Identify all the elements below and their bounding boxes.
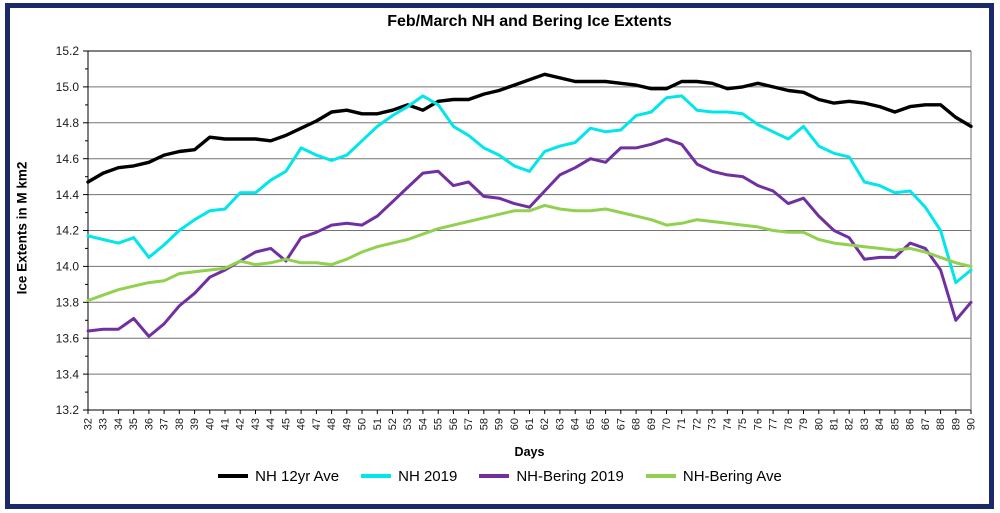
x-tick-label: 52 [387, 418, 399, 430]
x-tick-label: 56 [448, 418, 460, 430]
x-tick-label: 81 [829, 418, 841, 430]
y-tick-label: 13.8 [56, 296, 80, 310]
series-line-nh-12yr-ave [86, 72, 973, 184]
chart-title: Feb/March NH and Bering Ice Extents [387, 13, 672, 30]
x-tick-label: 90 [966, 418, 978, 430]
x-tick-label: 65 [585, 418, 597, 430]
x-tick-label: 85 [889, 418, 901, 430]
x-tick-label: 43 [250, 418, 262, 430]
legend-label: NH 2019 [398, 467, 458, 485]
x-axis-title: Days [514, 445, 545, 459]
x-tick-label: 46 [296, 418, 308, 430]
x-tick-label: 42 [235, 418, 247, 430]
y-tick-label: 13.4 [56, 367, 80, 381]
x-tick-label: 38 [174, 418, 186, 430]
x-tick-label: 80 [813, 418, 825, 430]
x-tick-label: 60 [509, 418, 521, 430]
legend-item-nh-bering-ave: NH-Bering Ave [645, 467, 782, 485]
x-tick-label: 48 [326, 418, 338, 430]
y-tick-label: 15.0 [56, 80, 80, 94]
series-line-nh-bering-ave [86, 203, 973, 302]
x-tick-label: 68 [631, 418, 643, 430]
x-tick-label: 40 [204, 418, 216, 430]
x-tick-label: 88 [935, 418, 947, 430]
y-tick-label: 14.2 [56, 224, 80, 238]
legend-swatch-nh-2019 [361, 474, 392, 478]
x-tick-label: 87 [920, 418, 932, 430]
series-line-nh-2019 [86, 94, 973, 285]
x-tick-label: 66 [600, 418, 612, 430]
x-tick-label: 62 [539, 418, 551, 430]
x-tick-label: 50 [357, 418, 369, 430]
legend: NH 12yr Ave NH 2019 NH-Bering 2019 NH-Be… [0, 461, 1000, 491]
x-tick-label: 83 [859, 418, 871, 430]
y-tick-label: 14.8 [56, 116, 80, 130]
x-tick-label: 69 [646, 418, 658, 430]
x-tick-label: 63 [554, 418, 566, 430]
x-tick-label: 82 [844, 418, 856, 430]
y-tick-label: 15.2 [56, 44, 80, 58]
x-tick-label: 84 [874, 418, 886, 430]
x-tick-label: 70 [661, 418, 673, 430]
x-tick-label: 58 [478, 418, 490, 430]
x-tick-label: 61 [524, 418, 536, 430]
legend-item-nh-2019: NH 2019 [361, 468, 457, 485]
legend-label: NH-Bering 2019 [516, 467, 624, 485]
x-tick-label: 73 [707, 418, 719, 430]
x-tick-label: 72 [692, 418, 704, 430]
x-tick-label: 34 [113, 418, 125, 430]
legend-swatch-nh-bering-2019 [479, 474, 510, 478]
x-tick-label: 33 [98, 418, 110, 430]
x-tick-label: 74 [722, 418, 734, 430]
y-tick-label: 14.0 [56, 260, 80, 274]
x-tick-label: 76 [752, 418, 764, 430]
legend-swatch-nh-bering-ave [645, 474, 676, 478]
legend-item-nh-bering-2019: NH-Bering 2019 [479, 468, 624, 485]
x-tick-label: 39 [189, 418, 201, 430]
x-tick-label: 54 [417, 418, 429, 430]
x-tick-label: 75 [737, 418, 749, 430]
legend-label: NH-Bering Ave [682, 467, 782, 485]
x-tick-label: 53 [402, 418, 414, 430]
legend-label: NH 12yr Ave [255, 467, 340, 485]
x-tick-label: 45 [280, 418, 292, 430]
x-tick-label: 71 [676, 418, 688, 430]
x-tick-label: 89 [950, 418, 962, 430]
x-tick-label: 78 [783, 418, 795, 430]
y-tick-label: 13.6 [56, 331, 80, 345]
series-line-nh-bering-2019 [86, 137, 973, 338]
x-tick-label: 44 [265, 418, 277, 430]
x-tick-label: 79 [798, 418, 810, 430]
legend-swatch-nh-12yr-ave [218, 474, 249, 478]
x-tick-label: 67 [615, 418, 627, 430]
x-tick-label: 36 [143, 418, 155, 430]
x-tick-label: 57 [463, 418, 475, 430]
x-tick-label: 32 [83, 418, 95, 430]
x-tick-label: 64 [570, 418, 582, 430]
y-tick-label: 14.4 [56, 188, 80, 202]
x-tick-label: 37 [159, 418, 171, 430]
x-tick-label: 59 [494, 418, 506, 430]
x-tick-label: 77 [768, 418, 780, 430]
x-tick-label: 49 [341, 418, 353, 430]
legend-item-nh-12yr-ave: NH 12yr Ave [218, 468, 339, 485]
x-tick-label: 35 [128, 418, 140, 430]
y-tick-label: 14.6 [56, 152, 80, 166]
x-tick-label: 55 [433, 418, 445, 430]
y-tick-label: 13.2 [56, 403, 80, 417]
x-tick-label: 41 [220, 418, 232, 430]
x-tick-label: 51 [372, 418, 384, 430]
x-tick-label: 86 [905, 418, 917, 430]
x-tick-label: 47 [311, 418, 323, 430]
